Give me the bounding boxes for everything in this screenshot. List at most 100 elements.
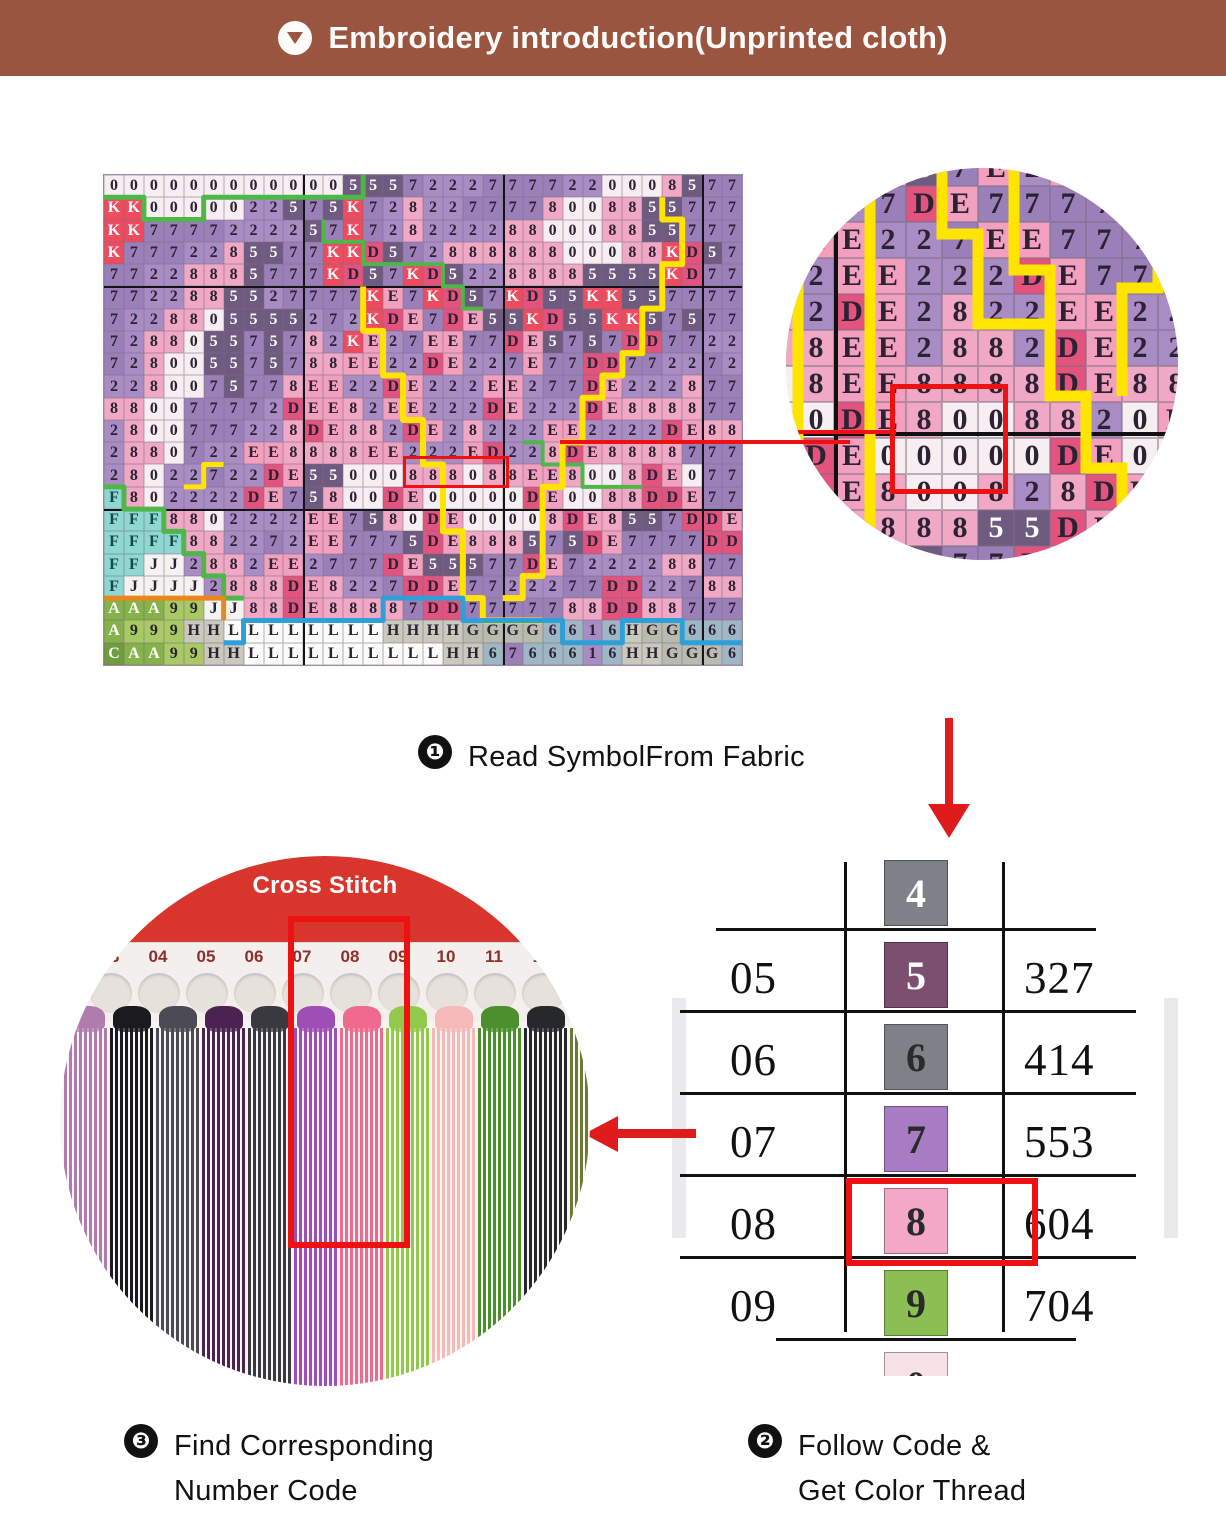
magnified-pattern-cell: 7 [942, 546, 978, 560]
magnified-pattern-cell: 2 [978, 258, 1014, 294]
arrow-down-icon [928, 718, 970, 838]
pattern-cell: 2 [104, 464, 124, 487]
thread-skein [110, 1006, 154, 1386]
pattern-cell: 7 [363, 219, 384, 242]
pattern-cell: 5 [622, 264, 643, 287]
pattern-cell: 7 [702, 598, 723, 621]
magnified-pattern-cell: 0 [906, 474, 942, 510]
pattern-cell: G [662, 620, 683, 643]
step-3-badge: ❸ [124, 1424, 158, 1458]
pattern-cell: 5 [223, 330, 244, 354]
pattern-cell: 7 [283, 264, 304, 287]
pattern-cell: 8 [323, 442, 344, 465]
table-cell-number: 09 [730, 1281, 777, 1331]
pattern-cell: 2 [622, 419, 643, 443]
pattern-cell: 2 [303, 553, 324, 576]
pattern-cell: 5 [622, 508, 643, 532]
magnified-pattern-cell: 7 [978, 186, 1014, 222]
pattern-cell: 8 [542, 442, 563, 465]
pattern-cell: 8 [682, 553, 703, 576]
magnified-pattern-cell: 2 [942, 258, 978, 294]
pattern-cell: 0 [682, 464, 703, 487]
pattern-cell: L [243, 642, 264, 665]
pattern-cell: 0 [143, 419, 164, 443]
thread-skein [432, 1006, 476, 1386]
pattern-cell: F [123, 508, 144, 532]
pattern-cell: D [383, 308, 404, 331]
pattern-cell: 7 [502, 598, 523, 621]
pattern-cell: 5 [243, 241, 264, 265]
pattern-cell: 7 [682, 531, 703, 554]
pattern-cell: 2 [502, 419, 523, 443]
pattern-cell: 7 [522, 197, 543, 220]
pattern-cell: 5 [622, 286, 643, 309]
pattern-cell: 2 [283, 531, 304, 554]
thread-skein-strands [248, 1028, 292, 1386]
pattern-cell: 6 [542, 620, 563, 643]
pattern-cell: K [104, 219, 124, 242]
pattern-cell: 2 [123, 330, 144, 354]
pattern-cell: J [163, 575, 184, 599]
pattern-cell: 0 [482, 486, 503, 509]
pattern-cell: 7 [622, 353, 643, 376]
magnified-pattern-cell: E [978, 168, 1014, 186]
table-row-divider [680, 1010, 1136, 1013]
thread-skein-strands [64, 1028, 108, 1386]
pattern-cell: 7 [722, 464, 742, 487]
magnified-pattern-cell: 0 [786, 366, 798, 402]
thread-skein [340, 1006, 384, 1386]
pattern-cell: 2 [522, 375, 543, 398]
pattern-cell: 7 [562, 375, 583, 398]
pattern-cell: D [403, 575, 423, 599]
magnified-pattern-cell: 7 [870, 186, 906, 222]
pattern-cell: 8 [223, 575, 244, 599]
pattern-cell: G [502, 620, 523, 643]
magnified-pattern-cell: 8 [786, 330, 798, 366]
pattern-cell: 0 [582, 241, 603, 265]
pattern-cell: 7 [682, 442, 703, 465]
pattern-cell: 2 [642, 553, 663, 576]
pattern-cell: E [442, 531, 463, 554]
pattern-cell: 8 [123, 486, 144, 509]
magnified-pattern-cell: 2 [1086, 546, 1122, 560]
pattern-cell: 7 [542, 531, 563, 554]
pattern-cell: 7 [702, 219, 723, 242]
pattern-cell: 7 [223, 419, 244, 443]
pattern-cell: 2 [363, 575, 384, 599]
magnified-pattern-cell: E [834, 258, 870, 294]
pattern-cell: 8 [482, 531, 503, 554]
pattern-cell: D [642, 464, 663, 487]
magnified-pattern-cell: 8 [906, 510, 942, 546]
pattern-cell: 5 [383, 241, 404, 265]
pattern-cell: 7 [682, 330, 703, 354]
thread-skein [386, 1006, 430, 1386]
magnified-pattern-cell: 0 [870, 438, 906, 474]
pattern-cell: 8 [662, 598, 683, 621]
table-column-divider [844, 862, 847, 1332]
pattern-cell: 7 [383, 531, 404, 554]
pattern-cell: 8 [263, 575, 284, 599]
pattern-cell: 5 [263, 353, 284, 376]
pattern-cell: 7 [104, 353, 124, 376]
pattern-cell: 5 [582, 330, 603, 354]
pattern-cell: 2 [203, 575, 224, 599]
pattern-cell: 7 [702, 486, 723, 509]
pattern-cell: 8 [522, 241, 543, 265]
page-title: Embroidery introduction(Unprinted cloth) [328, 20, 948, 55]
table-cell-dmc-code: 414 [1024, 1035, 1095, 1085]
pattern-cell: H [442, 620, 463, 643]
pattern-cell: 7 [343, 531, 364, 554]
pattern-cell: 8 [183, 264, 204, 287]
magnified-pattern-cell: E [870, 294, 906, 330]
pattern-cell: 8 [602, 197, 623, 220]
pattern-cell: 5 [423, 553, 443, 576]
pattern-cell: 8 [522, 264, 543, 287]
pattern-cell: 0 [123, 175, 144, 198]
magnified-pattern-cell: E [1050, 546, 1086, 560]
pattern-cell: 0 [602, 464, 623, 487]
pattern-cell: D [482, 397, 503, 420]
pattern-cell: 5 [462, 286, 483, 309]
pattern-cell: 2 [702, 330, 723, 354]
thread-skein-strands [386, 1028, 430, 1386]
magnified-pattern-cell: E [834, 222, 870, 258]
